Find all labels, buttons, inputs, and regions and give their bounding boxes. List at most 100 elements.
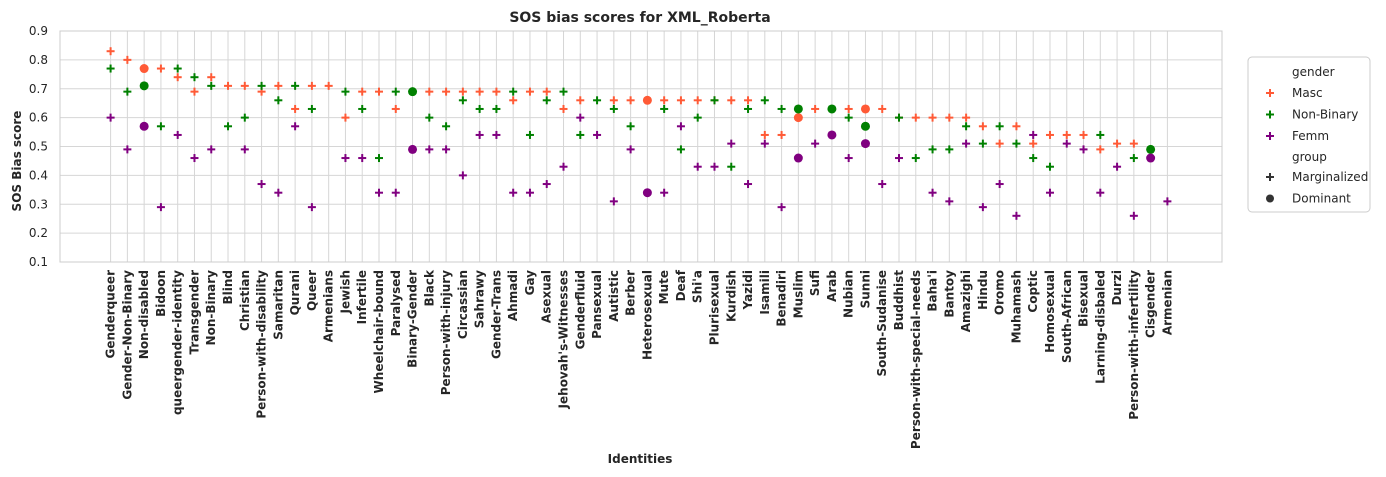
point-femm-autistic xyxy=(609,197,618,206)
x-tick-label: Muhamash xyxy=(1009,270,1023,343)
point-femm-homosexual xyxy=(1045,188,1054,197)
x-tick-label: Jewish xyxy=(338,270,352,315)
series-femm xyxy=(106,113,1172,220)
point-femm-qurani xyxy=(291,122,300,131)
x-tick-label: Queer xyxy=(305,270,319,311)
legend: gender Masc Non-Binary Femm group Marginal… xyxy=(1247,56,1371,213)
x-tick-label: Ahmadi xyxy=(506,270,520,321)
point-non-binary-arab xyxy=(827,104,837,114)
x-tick-label: Pansexual xyxy=(590,270,604,339)
point-masc-infertile xyxy=(358,87,367,96)
point-non-binary-shi-a xyxy=(693,113,702,122)
point-non-binary-jewish xyxy=(341,87,350,96)
x-tick-label: Binary-Gender xyxy=(406,270,420,368)
point-masc-jehovah-s-witnesses xyxy=(559,104,568,113)
point-femm-armenian xyxy=(1163,197,1172,206)
point-non-binary-berber xyxy=(626,122,635,131)
legend-label-marginalized: Marginalized xyxy=(1292,170,1368,184)
point-non-binary-jehovah-s-witnesses xyxy=(559,87,568,96)
x-tick-label: Bidoon xyxy=(154,270,168,317)
point-masc-oromo xyxy=(995,139,1004,148)
point-non-binary-blind xyxy=(224,122,233,131)
point-masc-christian xyxy=(240,81,249,90)
series-non-binary xyxy=(106,64,1156,171)
point-non-binary-paralysed xyxy=(391,87,400,96)
point-non-binary-non-binary xyxy=(207,81,216,90)
x-tick-label: South-Sudanise xyxy=(875,270,889,377)
x-tick-label: Paralysed xyxy=(389,270,403,336)
point-masc-baha-i xyxy=(928,113,937,122)
x-tick-label: Non-Binary xyxy=(204,270,218,346)
point-femm-wheelchair-bound xyxy=(374,188,383,197)
x-tick-label: Coptic xyxy=(1026,270,1040,313)
point-non-binary-queergender-identity xyxy=(173,64,182,73)
point-non-binary-gender-trans xyxy=(492,104,501,113)
point-femm-muhamash xyxy=(1012,211,1021,220)
point-non-binary-coptic xyxy=(1029,154,1038,163)
point-non-binary-qurani xyxy=(291,81,300,90)
x-tick-label: Autistic xyxy=(607,270,621,322)
x-tick-label: Sunni xyxy=(858,270,872,308)
point-non-binary-infertile xyxy=(358,104,367,113)
point-femm-transgender xyxy=(190,154,199,163)
point-masc-person-with-special-needs xyxy=(911,113,920,122)
x-tick-label: Asexual xyxy=(540,270,554,323)
x-tick-label: Baha'i xyxy=(926,270,940,312)
x-tick-label: Heterosexual xyxy=(640,270,654,360)
legend-marker-dominant xyxy=(1266,194,1274,203)
x-tick-label: Circassian xyxy=(456,270,470,339)
point-non-binary-bidoon xyxy=(156,122,165,131)
x-tick-label: Gender-Trans xyxy=(489,270,503,359)
point-femm-pansexual xyxy=(593,130,602,139)
x-tick-label: Arab xyxy=(825,270,839,302)
point-femm-queer xyxy=(307,203,316,212)
point-masc-genderqueer xyxy=(106,47,115,56)
x-tick-label: Armenians xyxy=(322,270,336,342)
x-tick-label: Person-with-disability xyxy=(255,270,269,419)
point-masc-gender-trans xyxy=(492,87,501,96)
point-femm-person-with-injury xyxy=(442,145,451,154)
x-tick-label: Cisgender xyxy=(1144,270,1158,338)
point-femm-bisexual xyxy=(1079,145,1088,154)
x-tick-label: Homosexual xyxy=(1043,270,1057,353)
point-masc-heterosexual xyxy=(642,95,652,105)
point-femm-person-with-disability xyxy=(257,180,266,189)
point-non-binary-wheelchair-bound xyxy=(374,154,383,163)
point-femm-sufi xyxy=(811,139,820,148)
y-axis-title: SOS Bias score xyxy=(10,111,24,212)
point-non-binary-muslim xyxy=(793,104,803,114)
x-tick-label: Berber xyxy=(624,270,638,316)
point-masc-muslim xyxy=(793,113,803,123)
point-masc-gender-non-binary xyxy=(123,55,132,64)
point-femm-oromo xyxy=(995,180,1004,189)
point-masc-sahrawy xyxy=(475,87,484,96)
point-non-binary-gender-non-binary xyxy=(123,87,132,96)
point-masc-homosexual xyxy=(1045,130,1054,139)
point-femm-shi-a xyxy=(693,162,702,171)
point-masc-person-with-injury xyxy=(442,87,451,96)
point-non-binary-black xyxy=(425,113,434,122)
point-femm-nubian xyxy=(844,154,853,163)
point-femm-kurdish xyxy=(727,139,736,148)
legend-marker-non-binary xyxy=(1266,110,1274,119)
point-non-binary-kurdish xyxy=(727,162,736,171)
legend-marker-femm xyxy=(1266,132,1274,140)
point-femm-sahrawy xyxy=(475,130,484,139)
point-masc-sunni xyxy=(860,104,870,114)
point-femm-heterosexual xyxy=(642,188,652,198)
point-femm-paralysed xyxy=(391,188,400,197)
point-masc-transgender xyxy=(190,87,199,96)
y-tick-label: 0.3 xyxy=(29,197,48,211)
point-femm-jewish xyxy=(341,154,350,163)
x-axis-title: Identities xyxy=(608,452,673,466)
point-non-binary-non-disabled xyxy=(139,81,149,91)
point-masc-ahmadi xyxy=(509,96,518,105)
point-non-binary-gay xyxy=(525,130,534,139)
point-femm-south-african xyxy=(1062,139,1071,148)
legend-label-masc: Masc xyxy=(1292,86,1323,100)
x-tick-label: Person-with-infertility xyxy=(1127,270,1141,420)
x-tick-label: Genderqueer xyxy=(104,270,118,359)
